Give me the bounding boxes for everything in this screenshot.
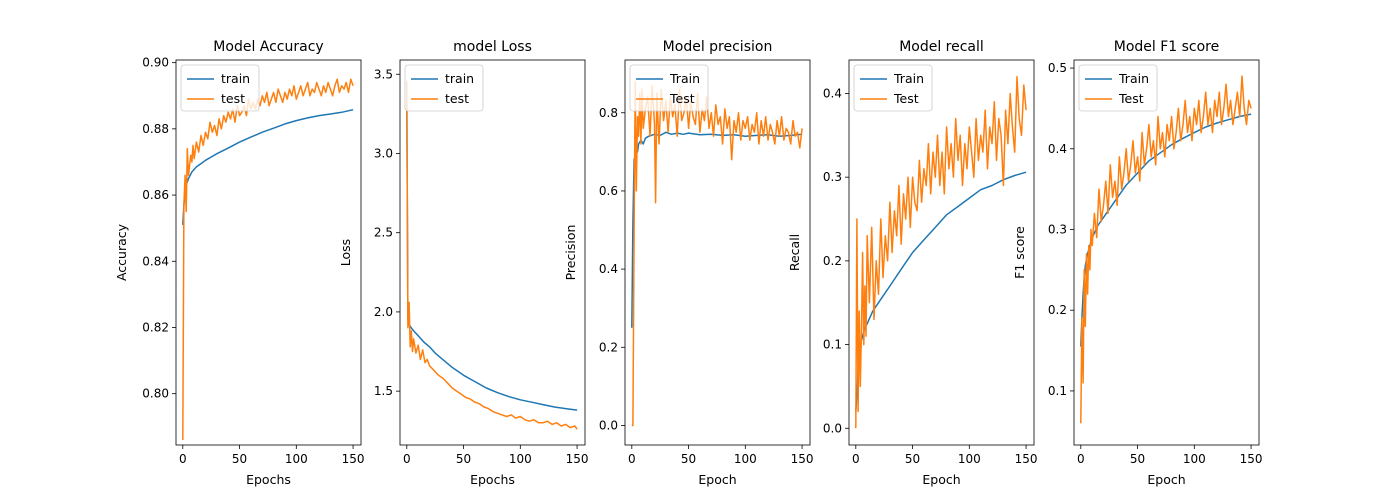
x-tick-label: 0 xyxy=(1077,452,1085,466)
x-axis-label: Epochs xyxy=(470,472,515,487)
y-axis-label: Precision xyxy=(563,225,578,281)
y-tick-label: 0.4 xyxy=(823,86,842,100)
plot-frame xyxy=(624,59,811,446)
x-tick-label: 150 xyxy=(566,452,589,466)
x-tick-label: 0 xyxy=(628,452,636,466)
legend-label-train: train xyxy=(221,71,250,86)
x-tick-label: 100 xyxy=(1183,452,1206,466)
y-tick-label: 0.86 xyxy=(142,188,169,202)
chart-panel-5: 0 50 100 150 0.1 0.2 0.3 0.4 0.5 Model F1 score Ep… xyxy=(1012,39,1263,487)
legend: Train Test xyxy=(853,64,933,112)
x-axis-label: Epoch xyxy=(698,472,736,487)
y-tick-label: 3.0 xyxy=(374,146,393,160)
x-tick-label: 150 xyxy=(1240,452,1263,466)
legend: train test xyxy=(180,64,260,112)
x-axis-label: Epoch xyxy=(922,472,960,487)
y-tick-label: 2.0 xyxy=(374,305,393,319)
y-tick-label: 0.0 xyxy=(823,421,842,435)
plot-frame xyxy=(1073,59,1260,446)
y-axis-label: Loss xyxy=(338,239,353,266)
series-line-test xyxy=(631,80,803,427)
x-tick-label: 50 xyxy=(681,452,696,466)
chart-panel-1: 0 50 100 150 0.80 0.82 0.84 0.86 0.88 0.90 Model A… xyxy=(114,39,365,487)
x-tick-label: 150 xyxy=(1015,452,1038,466)
y-tick-label: 0.90 xyxy=(142,56,169,70)
legend-label-test: test xyxy=(445,91,469,106)
chart-title: Model precision xyxy=(663,39,773,55)
series-line-train xyxy=(1080,113,1252,347)
x-tick-label: 50 xyxy=(232,452,247,466)
legend: Train Test xyxy=(1078,64,1158,112)
legend-label-train: Train xyxy=(1118,71,1149,86)
y-tick-label: 0.4 xyxy=(1048,142,1067,156)
series-line-train xyxy=(855,171,1027,412)
chart-panel-2: 0 50 100 150 1.5 2.0 2.5 3.0 3.5 model Loss Epochs… xyxy=(338,39,589,487)
y-tick-label: 0.6 xyxy=(599,184,618,198)
legend-label-test: test xyxy=(221,91,245,106)
y-tick-label: 0.0 xyxy=(599,418,618,432)
series-line-train xyxy=(631,131,803,328)
plot-frame xyxy=(848,59,1035,446)
legend-label-train: Train xyxy=(893,71,924,86)
y-tick-label: 0.2 xyxy=(599,340,618,354)
y-tick-label: 0.3 xyxy=(1048,222,1067,236)
y-tick-label: 2.5 xyxy=(374,226,393,240)
y-axis-label: Accuracy xyxy=(114,223,129,281)
y-tick-label: 1.5 xyxy=(374,384,393,398)
x-tick-label: 100 xyxy=(734,452,757,466)
y-tick-label: 0.1 xyxy=(1048,384,1067,398)
y-tick-label: 0.1 xyxy=(823,338,842,352)
chart-panel-3: 0 50 100 150 0.0 0.2 0.4 0.6 0.8 Model precision E… xyxy=(563,39,814,487)
x-tick-label: 150 xyxy=(342,452,365,466)
chart-title: Model F1 score xyxy=(1114,39,1220,55)
series-line-test xyxy=(855,75,1027,429)
series-line-test xyxy=(406,80,578,430)
x-tick-label: 100 xyxy=(509,452,532,466)
y-tick-label: 0.8 xyxy=(599,106,618,120)
y-tick-label: 0.80 xyxy=(142,387,169,401)
y-tick-label: 3.5 xyxy=(374,67,393,81)
x-tick-label: 150 xyxy=(791,452,814,466)
y-tick-label: 0.2 xyxy=(1048,303,1067,317)
x-tick-label: 0 xyxy=(403,452,411,466)
legend: train test xyxy=(404,64,484,112)
legend-label-test: Test xyxy=(893,91,919,106)
y-tick-label: 0.3 xyxy=(823,170,842,184)
x-axis-label: Epoch xyxy=(1147,472,1185,487)
series-line-test xyxy=(182,78,354,441)
chart-title: model Loss xyxy=(453,39,532,55)
plot-frame xyxy=(399,59,586,446)
y-tick-label: 0.84 xyxy=(142,254,169,268)
x-axis-label: Epochs xyxy=(246,472,291,487)
chart-panel-4: 0 50 100 150 0.0 0.1 0.2 0.3 0.4 Model recall Epoc… xyxy=(787,39,1038,487)
legend-label-test: Test xyxy=(669,91,695,106)
x-tick-label: 100 xyxy=(285,452,308,466)
chart-title: Model recall xyxy=(899,39,984,55)
x-tick-label: 50 xyxy=(905,452,920,466)
x-tick-label: 0 xyxy=(852,452,860,466)
series-line-train xyxy=(182,108,354,225)
x-tick-label: 50 xyxy=(1130,452,1145,466)
legend-label-test: Test xyxy=(1118,91,1144,106)
legend-label-train: Train xyxy=(669,71,700,86)
y-tick-label: 0.82 xyxy=(142,320,169,334)
series-line-train xyxy=(406,102,578,411)
chart-title: Model Accuracy xyxy=(213,39,323,55)
y-axis-label: Recall xyxy=(787,234,802,271)
y-axis-label: F1 score xyxy=(1012,226,1027,279)
x-tick-label: 100 xyxy=(958,452,981,466)
y-tick-label: 0.2 xyxy=(823,254,842,268)
y-tick-label: 0.4 xyxy=(599,262,618,276)
legend: Train Test xyxy=(629,64,709,112)
y-tick-label: 0.88 xyxy=(142,122,169,136)
plot-frame xyxy=(175,59,362,446)
x-tick-label: 0 xyxy=(179,452,187,466)
y-tick-label: 0.5 xyxy=(1048,61,1067,75)
series-line-test xyxy=(1080,75,1252,424)
x-tick-label: 50 xyxy=(456,452,471,466)
legend-label-train: train xyxy=(445,71,474,86)
